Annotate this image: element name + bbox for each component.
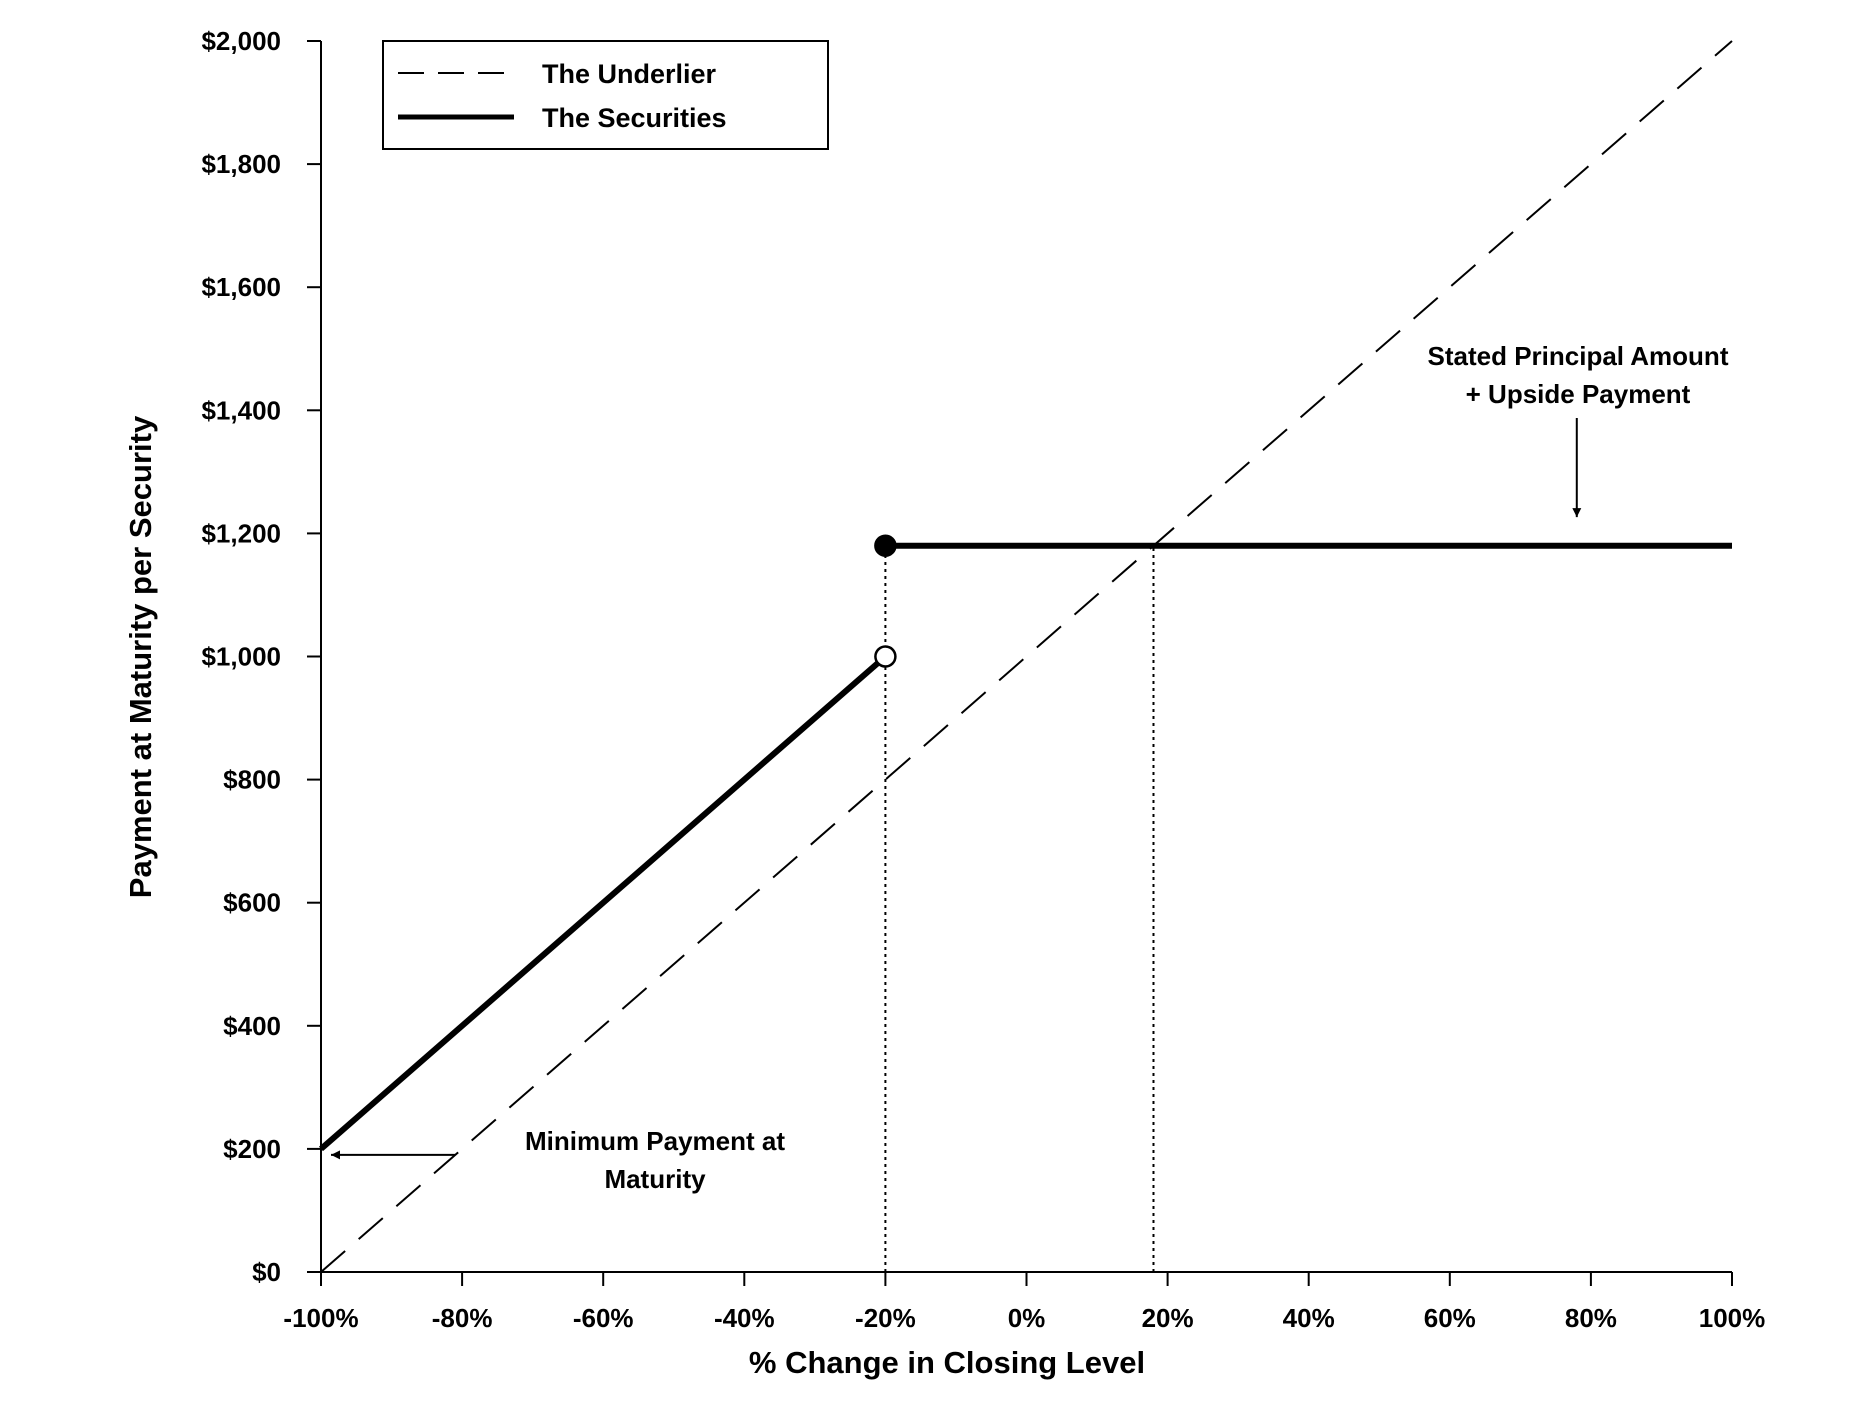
y-tick-label: $800 — [223, 765, 281, 795]
legend-label-underlier: The Underlier — [542, 59, 717, 89]
x-tick-label: -80% — [432, 1303, 493, 1333]
x-tick-label: -40% — [714, 1303, 775, 1333]
reference-lines — [884, 545, 1155, 1272]
legend-label-securities: The Securities — [542, 103, 727, 133]
legend-box — [382, 40, 829, 150]
x-tick-label: -60% — [573, 1303, 634, 1333]
series-layer — [319, 40, 1733, 1273]
y-tick-label: $1,200 — [201, 518, 281, 548]
y-tick-label: $1,000 — [201, 642, 281, 672]
y-tick-label: $0 — [252, 1257, 281, 1287]
annotation-upside: Stated Principal Amount + Upside Payment — [1428, 341, 1729, 518]
annotation-upside-line2: + Upside Payment — [1466, 379, 1691, 409]
x-tick-label: 80% — [1565, 1303, 1617, 1333]
y-tick-label: $1,600 — [201, 272, 281, 302]
series-underlier-line — [320, 40, 1733, 1273]
marker-open — [874, 645, 897, 668]
annotation-upside-line1: Stated Principal Amount — [1428, 341, 1729, 371]
legend: The Underlier The Securities — [382, 40, 829, 150]
annotation-minimum-line1: Minimum Payment at — [525, 1126, 785, 1156]
y-tick-label: $600 — [223, 888, 281, 918]
marker-filled — [874, 534, 897, 557]
x-tick-label: -100% — [283, 1303, 358, 1333]
y-tick-label: $400 — [223, 1011, 281, 1041]
y-axis-title: Payment at Maturity per Security — [123, 415, 158, 898]
series-securities-segment — [319, 654, 888, 1152]
x-tick-label: -20% — [855, 1303, 916, 1333]
y-tick-label: $1,800 — [201, 149, 281, 179]
x-axis-title: % Change in Closing Level — [749, 1345, 1145, 1380]
annotation-minimum: Minimum Payment at Maturity — [331, 1126, 785, 1194]
x-tick-label: 0% — [1008, 1303, 1046, 1333]
y-tick-label: $1,400 — [201, 395, 281, 425]
x-tick-label: 20% — [1142, 1303, 1194, 1333]
y-tick-label: $2,000 — [201, 26, 281, 56]
annotation-minimum-line2: Maturity — [604, 1164, 706, 1194]
y-tick-label: $200 — [223, 1134, 281, 1164]
x-tick-label: 100% — [1699, 1303, 1766, 1333]
x-tick-label: 40% — [1283, 1303, 1335, 1333]
y-axis-ticks: $0 $200 $400 $600 $800 $1,000 $1,200 $1,400 $1,6… — [201, 26, 321, 1287]
x-tick-label: 60% — [1424, 1303, 1476, 1333]
x-axis-ticks: -100% -80% -60% -40% -20% 0% 20% 40% 60% 80% 100% — [283, 1272, 1765, 1333]
